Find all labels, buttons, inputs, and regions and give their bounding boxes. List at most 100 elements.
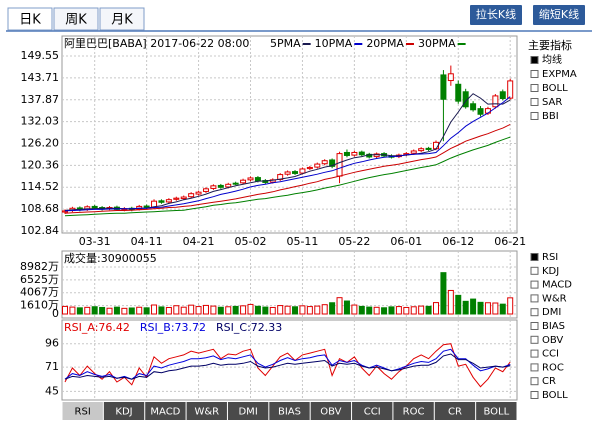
menu-checkbox[interactable] xyxy=(530,280,539,289)
menu-item[interactable]: 均线 xyxy=(542,53,562,66)
candle-body xyxy=(62,210,68,213)
zoom-button[interactable] xyxy=(470,5,522,25)
indicator-tab-label[interactable]: RSI xyxy=(75,407,91,418)
volume-bar xyxy=(247,303,254,315)
candle-body xyxy=(136,205,143,210)
volume-bar xyxy=(395,306,402,315)
indicator-tab[interactable] xyxy=(476,402,517,420)
period-tab-label[interactable]: 日K xyxy=(19,13,41,28)
indicator-tab[interactable] xyxy=(434,402,476,420)
x-tick-label: 04-11 xyxy=(131,235,163,248)
x-tick-label: 05-22 xyxy=(338,235,370,248)
menu-item[interactable]: KDJ xyxy=(542,266,559,277)
period-tab[interactable] xyxy=(99,7,145,31)
indicator-tab-label[interactable]: W&R xyxy=(194,407,219,418)
indicator-tab-label[interactable]: DMI xyxy=(238,407,257,418)
menu-item[interactable]: ROC xyxy=(542,362,564,373)
menu-checkbox[interactable] xyxy=(530,363,539,372)
indicator-tab-label[interactable]: BIAS xyxy=(278,407,301,418)
zoom-button[interactable] xyxy=(533,5,585,25)
indicator-tab-label[interactable]: OBV xyxy=(320,407,341,418)
menu-checkbox[interactable] xyxy=(530,112,539,120)
indicator-tab[interactable] xyxy=(186,402,227,420)
indicator-tab-label[interactable]: MACD xyxy=(150,407,180,418)
indicator-tab-label[interactable]: CCI xyxy=(364,407,381,418)
indicator-tab-label[interactable]: CR xyxy=(448,407,462,418)
period-tab[interactable] xyxy=(7,7,53,31)
volume-bar xyxy=(499,303,506,315)
menu-checkbox[interactable] xyxy=(530,349,539,358)
candle-body xyxy=(292,171,299,174)
indicator-tab[interactable] xyxy=(62,402,103,420)
volume-bar xyxy=(299,305,306,315)
menu-checkbox[interactable] xyxy=(530,294,539,303)
volume-bar xyxy=(388,306,395,315)
volume-bar xyxy=(151,304,158,315)
menu-item[interactable]: OBV xyxy=(542,335,563,346)
volume-bar xyxy=(507,297,514,315)
indicator-tab-label[interactable]: KDJ xyxy=(115,407,132,418)
menu-item[interactable]: BIAS xyxy=(542,321,565,332)
menu-item[interactable]: BOLL xyxy=(542,390,568,401)
volume-bar xyxy=(425,305,432,315)
indicator-tab[interactable] xyxy=(145,402,186,420)
menu-checkbox[interactable] xyxy=(530,266,539,275)
zoom-button-label[interactable]: 缩短K线 xyxy=(539,7,579,21)
candle-body xyxy=(477,108,484,115)
candle-body xyxy=(254,177,261,182)
period-tab-label[interactable]: 周K xyxy=(65,13,87,28)
indicator-tab[interactable] xyxy=(310,402,352,420)
indicator-tab[interactable] xyxy=(393,402,434,420)
menu-checkbox[interactable] xyxy=(530,377,539,386)
menu-item[interactable]: RSI xyxy=(542,252,558,263)
menu-item[interactable]: SAR xyxy=(542,97,562,108)
indicator-tab-label[interactable]: ROC xyxy=(403,407,425,418)
x-tick-label: 05-02 xyxy=(235,235,267,248)
menu-checkbox[interactable] xyxy=(530,391,539,399)
menu-checkbox[interactable] xyxy=(530,322,539,330)
volume-bar xyxy=(99,306,106,315)
menu-checkbox[interactable] xyxy=(530,84,539,92)
x-tick-label: 06-01 xyxy=(390,235,422,248)
indicator-tab[interactable] xyxy=(269,402,310,420)
menu-item[interactable]: W&R xyxy=(542,293,567,304)
indicator-line xyxy=(64,136,511,217)
volume-bar xyxy=(492,302,499,315)
zoom-button-label[interactable]: 拉长K线 xyxy=(476,7,516,21)
y-tick-label: 71 xyxy=(45,360,59,373)
volume-bar xyxy=(366,306,373,315)
legend-entry: 30PMA xyxy=(418,37,456,50)
menu-checkbox[interactable] xyxy=(530,253,539,261)
menu-checkbox[interactable] xyxy=(530,70,539,78)
candle-body xyxy=(507,80,514,99)
candle-body xyxy=(299,168,306,174)
menu-checkbox[interactable] xyxy=(530,56,539,64)
candle-body xyxy=(306,166,313,170)
menu-item[interactable]: CCI xyxy=(542,349,559,360)
menu-checkbox[interactable] xyxy=(530,98,539,106)
menu-item[interactable]: CR xyxy=(542,376,556,387)
menu-item[interactable]: BOLL xyxy=(542,83,568,94)
indicator-tab-label[interactable]: BOLL xyxy=(483,407,509,418)
volume-bar xyxy=(106,307,113,315)
menu-item[interactable]: MACD xyxy=(542,280,572,291)
menu-checkbox[interactable] xyxy=(530,335,539,344)
y-tick-label: 149.55 xyxy=(21,49,60,62)
menu-checkbox[interactable] xyxy=(530,308,539,317)
indicator-tab[interactable] xyxy=(227,402,269,420)
menu-item[interactable]: EXPMA xyxy=(542,69,577,80)
indicator-line xyxy=(64,353,511,380)
volume-bar xyxy=(484,302,491,315)
volume-bar xyxy=(62,305,68,315)
candle-body xyxy=(165,199,172,203)
indicator-tab[interactable] xyxy=(103,402,145,420)
volume-bar xyxy=(358,305,365,315)
menu-item[interactable]: BBI xyxy=(542,111,559,122)
indicator-tab[interactable] xyxy=(352,402,393,420)
volume-bar xyxy=(202,304,209,315)
period-tab-label[interactable]: 月K xyxy=(111,13,133,28)
period-tab[interactable] xyxy=(53,7,99,31)
candle-body xyxy=(440,74,447,100)
candle-body xyxy=(492,95,499,108)
menu-item[interactable]: DMI xyxy=(542,307,561,318)
